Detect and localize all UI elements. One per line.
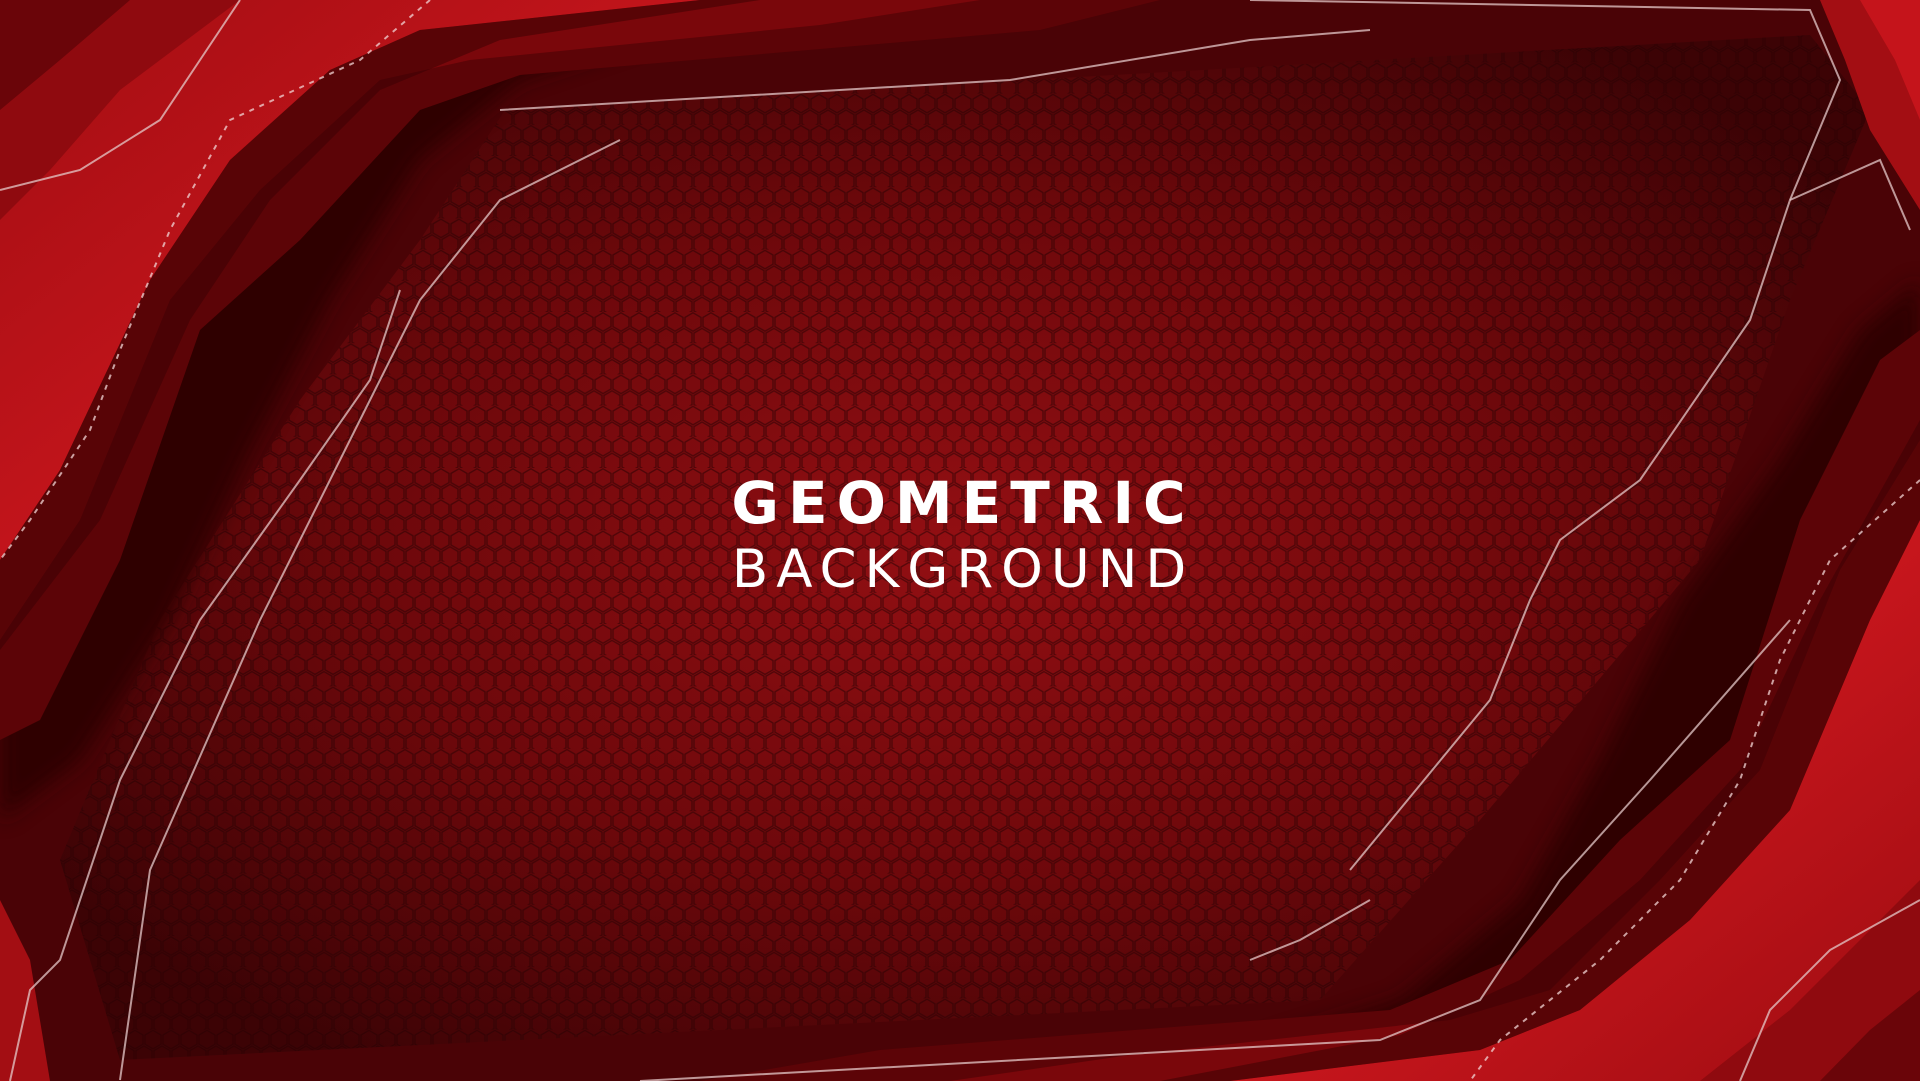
center-panel [60, 35, 1870, 1060]
top-left-shards [0, 0, 1160, 740]
bottom-right-shards [700, 330, 1920, 1081]
